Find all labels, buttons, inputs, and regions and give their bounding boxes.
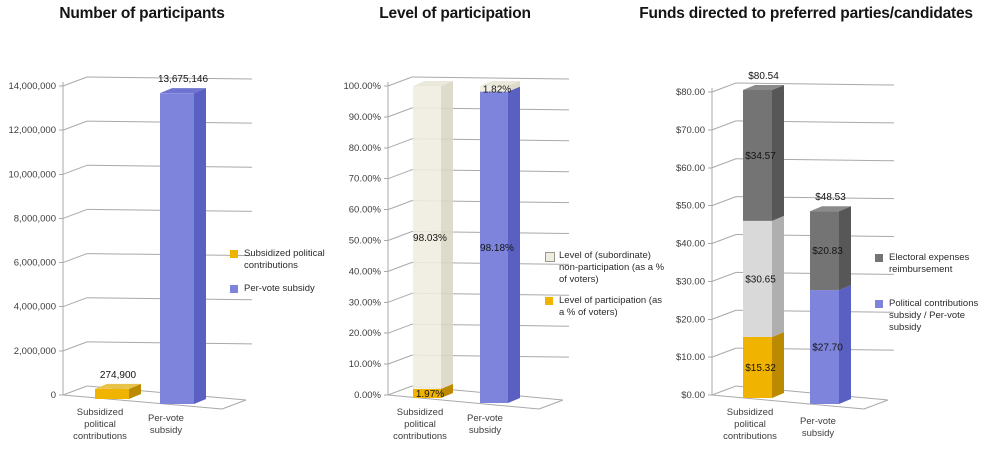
legend-item-per-vote-subsidy: Per-vote subsidy bbox=[230, 283, 341, 295]
y-tick-label: 30.00% bbox=[349, 297, 382, 308]
labels: 100.00% 90.00% 80.00% 70.00% 60.00% 50.00% 40.… bbox=[343, 81, 514, 442]
y-tick-label: $10.00 bbox=[676, 352, 705, 363]
chart-participation-level: Level of participation 100.00% 90.00% 80.0… bbox=[333, 0, 667, 461]
bar-segment-beige bbox=[413, 81, 453, 389]
chart-funds-title: Funds directed to preferred parties/cand… bbox=[639, 5, 973, 22]
legend-label: Electoral expenses reimbursement bbox=[889, 252, 970, 275]
legend-label: Level of (subordinate) non-participation… bbox=[559, 250, 665, 285]
segment-value-label: 98.03% bbox=[413, 233, 447, 244]
bar-value-label: 13,675,146 bbox=[158, 74, 208, 85]
y-tick-label: $20.00 bbox=[676, 314, 705, 325]
bar-segment-gold bbox=[95, 383, 141, 399]
labels: 14,000,000 12,000,000 10,000,000 8,000,000 6… bbox=[8, 74, 208, 442]
bar-total-label: $80.54 bbox=[748, 71, 779, 82]
chart-participation-level-title: Level of participation bbox=[379, 5, 531, 22]
y-tick-label: 0.00% bbox=[354, 390, 381, 401]
y-tick-label: 50.00% bbox=[349, 236, 382, 247]
legend-label: Subsidized political contributions bbox=[244, 248, 325, 271]
chart-participation-level-plot: 100.00% 90.00% 80.00% 70.00% 60.00% 50.00% 40.… bbox=[343, 76, 570, 442]
bar-segment-gold bbox=[743, 331, 784, 398]
chart-funds: Funds directed to preferred parties/cand… bbox=[639, 0, 1000, 461]
segment-value-label: $20.83 bbox=[812, 246, 843, 257]
legend-label: Political contributions subsidy / Per-vo… bbox=[889, 298, 979, 333]
bar-segment-gold bbox=[413, 383, 453, 398]
y-tick-label: 60.00% bbox=[349, 205, 382, 216]
legend-item-subsidized-contributions: Subsidized political contributions bbox=[230, 248, 341, 272]
legend-swatch-beige bbox=[545, 252, 555, 262]
bar-segment-darkgray bbox=[810, 206, 851, 291]
legend-item-contribution-subsidy: Political contributions subsidy / Per-vo… bbox=[875, 298, 997, 334]
bar-segment-blue bbox=[160, 88, 206, 405]
bars bbox=[743, 84, 851, 404]
bar-segment-beige bbox=[480, 81, 520, 92]
y-tick-label: 10,000,000 bbox=[8, 169, 56, 180]
legend-label: Level of participation (as a % of voters… bbox=[559, 295, 662, 318]
bar-total-label: $48.53 bbox=[815, 192, 846, 203]
category-label: Per-vote subsidy bbox=[467, 413, 503, 436]
y-tick-label: 100.00% bbox=[343, 81, 381, 92]
chart-participants-plot: 14,000,000 12,000,000 10,000,000 8,000,000 6… bbox=[8, 74, 253, 442]
y-tick-label: 8,000,000 bbox=[14, 213, 56, 224]
legend-swatch-blue bbox=[875, 300, 883, 308]
labels: $80.00 $70.00 $60.00 $50.00 $40.00 $30.00 $20.… bbox=[676, 71, 846, 442]
legend-item-non-participation: Level of (subordinate) non-participation… bbox=[545, 250, 666, 286]
segment-value-label: 1.97% bbox=[416, 389, 444, 400]
y-tick-label: 80.00% bbox=[349, 143, 382, 154]
legend-swatch-gold bbox=[545, 297, 553, 305]
segment-value-label: $30.65 bbox=[745, 274, 776, 285]
category-label: Subsidized political contributions bbox=[723, 407, 777, 442]
legend-label: Per-vote subsidy bbox=[244, 283, 315, 294]
legend-item-participation: Level of participation (as a % of voters… bbox=[545, 295, 666, 319]
category-label: Subsidized political contributions bbox=[393, 407, 447, 442]
y-tick-label: $30.00 bbox=[676, 276, 705, 287]
bar-segment-darkgray bbox=[743, 84, 784, 221]
segment-value-label: $34.57 bbox=[745, 151, 776, 162]
bar-value-label: 274,900 bbox=[100, 370, 137, 381]
y-tick-label: 10.00% bbox=[349, 359, 382, 370]
category-label: Subsidized political contributions bbox=[73, 407, 127, 442]
chart-participants: Number of participants 14,000,000 12,000,… bbox=[0, 0, 334, 461]
segment-value-label: 1.82% bbox=[483, 84, 511, 95]
legend-swatch-darkgray bbox=[875, 254, 883, 262]
gridlines bbox=[384, 76, 570, 410]
bars bbox=[95, 88, 206, 405]
y-tick-label: 0 bbox=[51, 390, 56, 401]
legend-swatch-gold bbox=[230, 250, 238, 258]
y-tick-label: 40.00% bbox=[349, 266, 382, 277]
y-tick-label: 6,000,000 bbox=[14, 258, 56, 269]
segment-value-label: 98.18% bbox=[480, 243, 514, 254]
chart-participants-title: Number of participants bbox=[59, 5, 225, 22]
gridlines bbox=[708, 82, 895, 410]
legend-swatch-blue bbox=[230, 285, 238, 293]
y-tick-label: 14,000,000 bbox=[8, 81, 56, 92]
gridlines bbox=[59, 76, 253, 410]
category-label: Per-vote subsidy bbox=[148, 413, 184, 436]
y-tick-label: $70.00 bbox=[676, 125, 705, 136]
segment-value-label: $15.32 bbox=[745, 363, 776, 374]
segment-value-label: $27.70 bbox=[812, 343, 843, 354]
y-tick-label: $80.00 bbox=[676, 87, 705, 98]
bar-segment-blue bbox=[480, 86, 520, 403]
chart-funds-plot: $80.00 $70.00 $60.00 $50.00 $40.00 $30.00 $20.… bbox=[676, 71, 895, 442]
y-tick-label: $40.00 bbox=[676, 239, 705, 250]
legend-item-electoral-expenses: Electoral expenses reimbursement bbox=[875, 252, 997, 276]
y-tick-label: 70.00% bbox=[349, 174, 382, 185]
y-tick-label: $50.00 bbox=[676, 201, 705, 212]
y-tick-label: 20.00% bbox=[349, 328, 382, 339]
bars bbox=[413, 81, 520, 403]
y-tick-label: 90.00% bbox=[349, 112, 382, 123]
bar-segment-lightgray bbox=[743, 215, 784, 337]
category-label: Per-vote subsidy bbox=[800, 416, 836, 439]
y-tick-label: $0.00 bbox=[681, 390, 705, 401]
bar-segment-blue bbox=[810, 285, 851, 404]
y-tick-label: 2,000,000 bbox=[14, 346, 56, 357]
y-tick-label: $60.00 bbox=[676, 163, 705, 174]
y-tick-label: 12,000,000 bbox=[8, 125, 56, 136]
y-tick-label: 4,000,000 bbox=[14, 302, 56, 313]
